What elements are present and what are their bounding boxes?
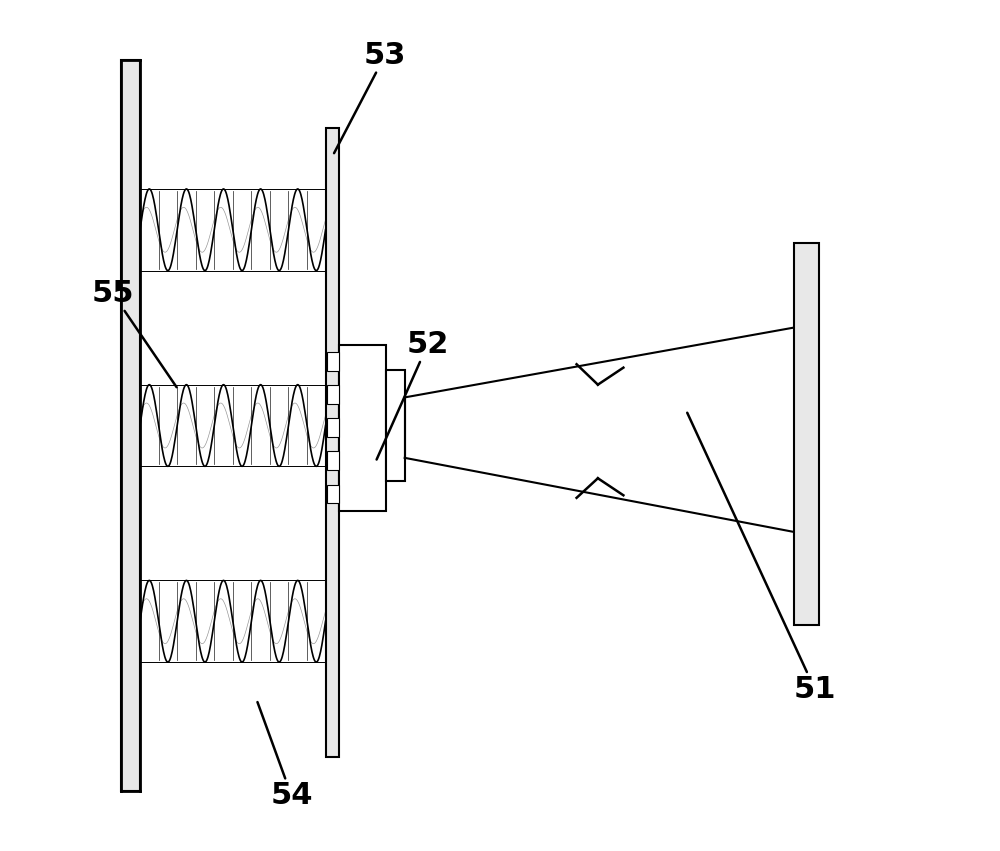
Bar [327,419,339,437]
Bar [327,385,339,404]
Text: 53: 53 [334,41,406,153]
Text: 55: 55 [92,279,177,387]
Bar [327,352,339,371]
Bar [794,243,819,625]
Bar [326,128,339,757]
Bar [339,345,386,511]
Text: 51: 51 [687,413,836,704]
Bar [327,484,339,503]
Bar [327,451,339,470]
Bar [121,60,140,791]
Polygon shape [405,328,794,532]
Bar [386,370,405,481]
Text: 52: 52 [377,330,449,460]
Text: 54: 54 [257,702,313,810]
